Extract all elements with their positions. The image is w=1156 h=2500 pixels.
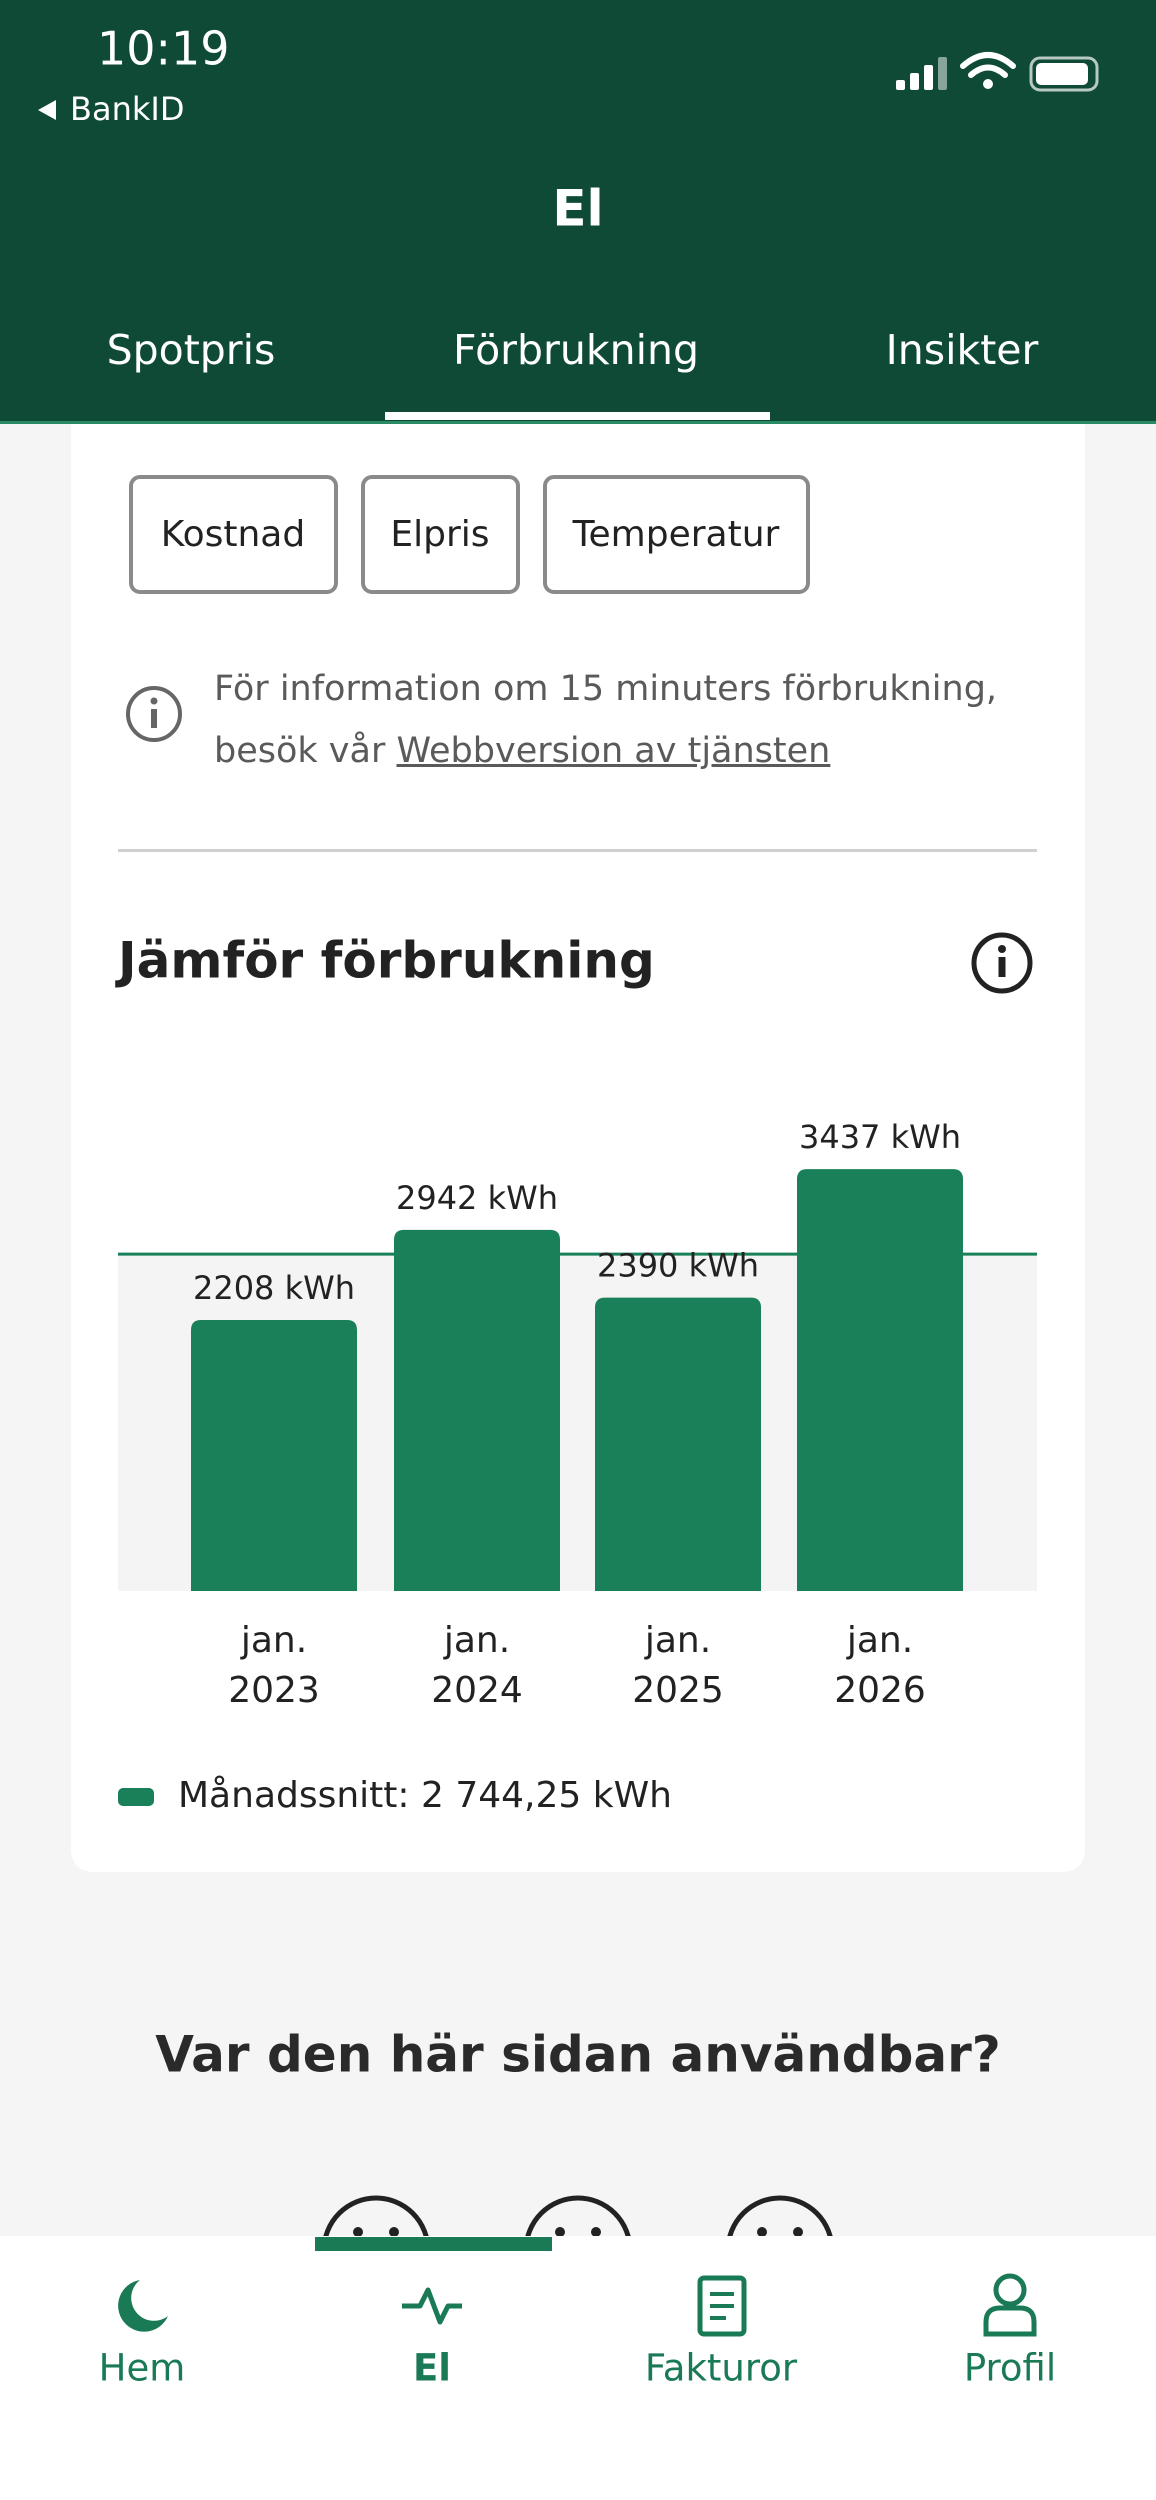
- signal: [896, 57, 947, 90]
- face-eyes: [353, 2227, 803, 2237]
- filter-label[interactable]: Temperatur: [572, 514, 780, 555]
- nav-icons[interactable]: [118, 2273, 1037, 2337]
- nav-label-active[interactable]: El: [413, 2347, 451, 2390]
- battery: [1029, 56, 1099, 92]
- x-tick-label: jan. 2025: [632, 1620, 724, 1711]
- clock: 10:19: [97, 22, 230, 76]
- legend-swatch: [118, 1788, 154, 1806]
- nav-label[interactable]: Fakturor: [645, 2347, 798, 2390]
- divider: [118, 849, 1037, 852]
- tab-active[interactable]: Förbrukning: [453, 326, 699, 374]
- chart-info-icon[interactable]: [971, 932, 1033, 994]
- x-tick-label: jan. 2026: [834, 1620, 926, 1711]
- battery-level: [1036, 63, 1088, 85]
- info-body: För information om 15 minuters förbrukni…: [214, 669, 998, 771]
- nav-label[interactable]: Profil: [964, 2347, 1056, 2390]
- info-link[interactable]: Webbversion av tjänsten: [396, 731, 831, 771]
- info-text: För information om 15 minuters förbrukni…: [214, 658, 1034, 782]
- nav-label[interactable]: Hem: [99, 2347, 186, 2390]
- filter-chip[interactable]: [361, 475, 520, 594]
- tab[interactable]: Spotpris: [107, 326, 276, 374]
- wifi-dot: [983, 79, 993, 89]
- bottom-nav: [0, 2236, 1156, 2500]
- chart-title: Jämför förbrukning: [115, 932, 655, 990]
- value-label: 3437 kWh: [799, 1118, 961, 1156]
- tab-indicator: [385, 412, 770, 420]
- header-border: [0, 421, 1156, 424]
- back-arrow[interactable]: [38, 100, 56, 120]
- bar: [595, 1297, 761, 1591]
- bar: [797, 1169, 963, 1591]
- legend-label: Månadssnitt: 2 744,25 kWh: [178, 1775, 672, 1816]
- value-label: 2390 kWh: [597, 1247, 759, 1285]
- chart: 2208 kWh 2942 kWh 2390 kWh 3437 kWh Månadssn…: [118, 1118, 1037, 1816]
- bar: [191, 1319, 357, 1591]
- back-link[interactable]: BankID: [70, 90, 184, 128]
- tab[interactable]: Insikter: [886, 326, 1039, 374]
- x-tick-label: jan. 2024: [431, 1620, 523, 1711]
- info-icon: [126, 686, 182, 742]
- filter-label[interactable]: Elpris: [390, 514, 489, 555]
- value-label: 2942 kWh: [396, 1179, 558, 1217]
- nav-indicator: [315, 2237, 552, 2251]
- filter-chip[interactable]: [543, 475, 810, 594]
- x-tick-label: jan. 2023: [228, 1620, 320, 1711]
- value-label: 2208 kWh: [193, 1269, 355, 1307]
- header-bg: [0, 0, 1156, 424]
- wifi: [960, 52, 1016, 78]
- filter-chip[interactable]: [129, 475, 338, 594]
- feedback-question: Var den här sidan användbar?: [155, 2026, 1001, 2084]
- page-title: El: [552, 180, 603, 238]
- filter-label[interactable]: Kostnad: [161, 514, 305, 555]
- bar: [394, 1229, 560, 1591]
